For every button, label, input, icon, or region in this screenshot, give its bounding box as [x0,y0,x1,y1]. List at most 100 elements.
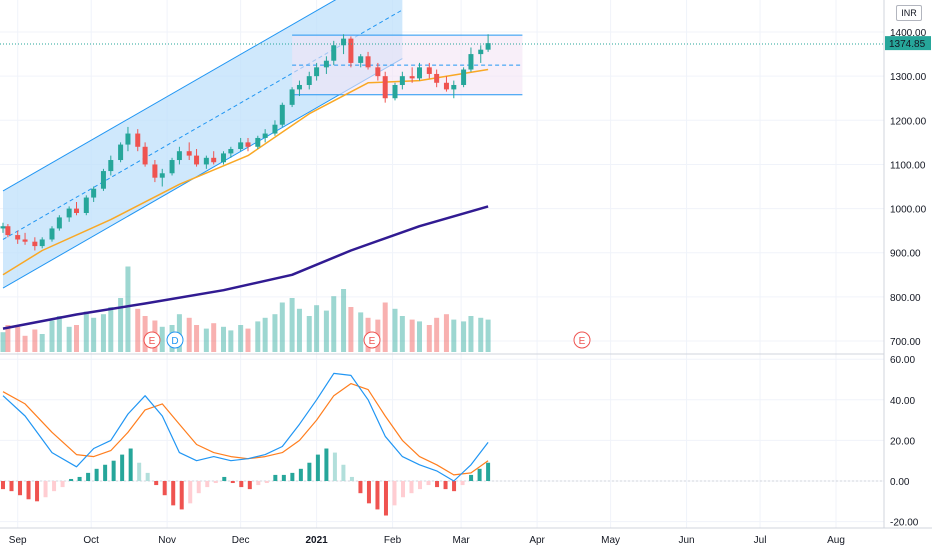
event-marker-circle [363,331,381,349]
volume-bar [289,298,295,352]
macd-histogram-bar [409,481,414,494]
volume-bar [0,332,6,352]
volume-bar [314,305,320,352]
macd-histogram-bar [52,481,57,492]
time-axis[interactable]: Sep Oct Nov Dec 2021 Feb Mar Apr May Jun Jul Aug [9,535,845,546]
candle-body [176,151,182,161]
volume-bar [5,325,11,352]
time-tick-label: Jul [754,535,767,546]
macd-histogram-bar [1,481,5,490]
macd-histogram-bar [273,474,278,481]
event-marker-label: E [369,336,376,347]
candle-body [228,148,234,154]
event-marker[interactable]: E [363,331,381,349]
time-tick-label: May [601,535,620,546]
drawing-tools[interactable] [2,0,523,289]
event-marker[interactable]: E [573,331,591,349]
macd-histogram-bar [179,481,184,510]
candle-body [434,73,440,83]
candle-body [417,67,422,79]
event-marker-label: E [149,336,156,347]
candle-body [451,84,457,90]
channel-upper-line [2,0,337,192]
price-axis[interactable]: 1400.00 1300.00 1200.00 1100.00 1000.00 900.0… [890,28,927,348]
indicator-tick-label: -20.00 [890,518,919,529]
volume-bar [296,308,302,352]
volume-bar [348,307,354,352]
event-marker[interactable]: E [143,331,161,349]
macd-histogram-bar [247,481,252,490]
price-tick-label: 1000.00 [890,205,927,216]
price-tick-label: 1200.00 [890,116,927,127]
macd-histogram-bar [324,448,329,481]
candle-body [331,45,337,61]
indicator-axis[interactable]: 60.00 40.00 20.00 0.00 -20.00 [890,355,919,528]
volume-bar [74,325,79,352]
event-marker-circle [143,331,161,349]
candle-body [348,38,354,63]
candle-body [186,151,192,156]
last-price-text: 1374.85 [889,39,926,50]
candle-body [32,241,38,247]
volume-bar [417,321,422,352]
volume-bar [478,317,484,352]
volume-bar [279,302,285,352]
candle-body [125,133,131,145]
event-marker-circle [573,331,591,349]
event-marker-label: D [171,336,178,347]
candle-body [100,171,106,189]
volume-bar [262,317,268,352]
volume-bar [451,319,457,352]
volume-bar [392,308,398,352]
candle-body [392,84,398,99]
macd-histogram-bar [69,478,74,481]
volume-bar [468,316,474,352]
volume-bar [142,316,148,352]
macd-histogram-bar [154,481,159,486]
macd-histogram-bar [264,481,269,484]
currency-badge[interactable]: INR [896,5,922,21]
candle-body [255,137,261,147]
macd-histogram-bar [315,454,320,481]
candle-body [118,144,124,161]
volume-bar [272,314,278,352]
candle-body [382,76,388,99]
macd-histogram-bar [469,474,474,481]
indicator-tick-label: 60.00 [890,355,915,366]
macd-histogram-bar [426,481,431,486]
macd-histogram-bar [383,481,388,516]
macd-histogram-bar [366,481,371,504]
macd-histogram-bar [477,468,482,481]
volume-bar [485,319,491,352]
macd-histogram-bar [205,481,210,488]
price-tick-label: 800.00 [890,293,921,304]
time-tick-label: Feb [384,535,402,546]
macd-histogram-bar [120,454,125,481]
macd-line [2,372,489,482]
candle-body [135,133,141,147]
volume-bar [100,314,106,352]
macd-histogram-bar [375,481,380,510]
macd-histogram-bar [307,462,312,481]
candle-body [83,197,89,213]
macd-histogram-bar [435,481,440,488]
macd-histogram-bar [452,481,457,492]
price-tick-label: 900.00 [890,249,921,260]
time-tick-label: Nov [158,535,176,546]
candle-body [279,104,285,125]
price-tick-label: 1100.00 [890,160,926,171]
macd-histogram-bar [60,481,65,488]
macd-histogram-bar [77,476,82,481]
volume-bar [434,317,440,352]
time-tick-label: 2021 [305,535,328,546]
candle-body [314,67,320,77]
volume-bar [358,312,364,352]
volume-bar [228,330,234,352]
price-tick-label: 1300.00 [890,72,927,83]
macd-histogram-bar [239,481,244,488]
event-marker[interactable]: D [166,331,184,349]
event-marker-label: E [579,336,586,347]
time-tick-label: Dec [232,535,250,546]
